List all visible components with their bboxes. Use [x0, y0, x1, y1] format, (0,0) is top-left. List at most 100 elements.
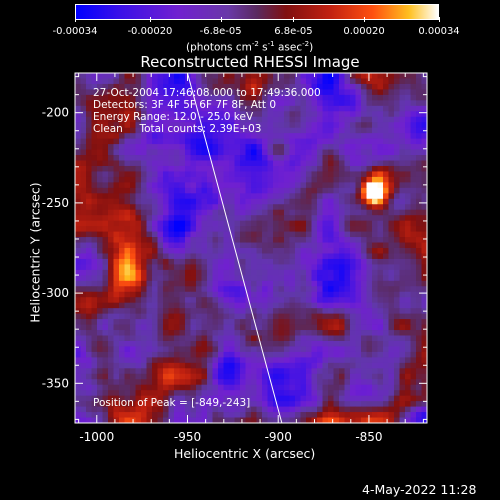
- heatmap-cell: [394, 198, 400, 205]
- heatmap-cell: [366, 297, 373, 304]
- heatmap-cell: [256, 390, 263, 397]
- heatmap-cell: [366, 395, 373, 402]
- heatmap-cell: [168, 111, 175, 118]
- heatmap-cell: [174, 269, 180, 276]
- heatmap-cell: [179, 204, 186, 211]
- heatmap-cell: [212, 302, 219, 309]
- heatmap-cell: [306, 171, 312, 178]
- heatmap-cell: [229, 308, 235, 315]
- heatmap-cell: [267, 160, 274, 167]
- heatmap-cell: [207, 182, 213, 189]
- heatmap-cell: [317, 395, 323, 402]
- heatmap-cell: [146, 417, 153, 424]
- heatmap-cell: [416, 204, 422, 211]
- heatmap-cell: [119, 368, 125, 375]
- heatmap-cell: [179, 346, 186, 353]
- heatmap-cell: [152, 379, 158, 386]
- heatmap-cell: [229, 346, 235, 353]
- heatmap-cell: [196, 269, 202, 276]
- heatmap-cell: [130, 83, 136, 90]
- heatmap-cell: [113, 351, 120, 358]
- heatmap-cell: [102, 319, 109, 325]
- heatmap-cell: [245, 73, 252, 79]
- heatmap-cell: [273, 89, 279, 96]
- heatmap-cell: [383, 133, 389, 140]
- heatmap-cell: [108, 269, 114, 276]
- heatmap-cell: [355, 302, 362, 309]
- heatmap-cell: [130, 155, 136, 161]
- heatmap-cell: [185, 395, 191, 402]
- heatmap-cell: [295, 253, 301, 260]
- heatmap-cell: [377, 248, 384, 254]
- heatmap-cell: [119, 319, 125, 325]
- heatmap-cell: [256, 340, 263, 347]
- heatmap-cell: [372, 280, 378, 287]
- heatmap-cell: [333, 122, 340, 129]
- heatmap-cell: [102, 417, 109, 424]
- heatmap-cell: [240, 127, 246, 134]
- heatmap-cell: [416, 242, 422, 249]
- heatmap-cell: [179, 319, 186, 325]
- heatmap-cell: [300, 357, 307, 364]
- heatmap-cell: [163, 160, 169, 167]
- heatmap-cell: [421, 297, 428, 304]
- heatmap-cell: [328, 83, 334, 90]
- heatmap-cell: [410, 127, 417, 134]
- heatmap-cell: [240, 193, 246, 200]
- heatmap-cell: [410, 384, 417, 391]
- heatmap-cell: [421, 346, 428, 353]
- heatmap-cell: [146, 379, 153, 386]
- heatmap-cell: [405, 275, 411, 282]
- heatmap-cell: [383, 204, 389, 211]
- heatmap-cell: [141, 176, 147, 183]
- heatmap-cell: [245, 209, 252, 216]
- heatmap-cell: [80, 357, 87, 364]
- heatmap-cell: [311, 133, 318, 140]
- heatmap-cell: [278, 171, 285, 178]
- heatmap-cell: [350, 160, 356, 167]
- heatmap-cell: [372, 275, 378, 282]
- heatmap-cell: [218, 187, 224, 194]
- heatmap-cell: [300, 395, 307, 402]
- heatmap-cell: [218, 198, 224, 205]
- heatmap-cell: [119, 215, 125, 222]
- heatmap-cell: [196, 187, 202, 194]
- heatmap-cell: [102, 83, 109, 90]
- heatmap-cell: [185, 297, 191, 304]
- heatmap-cell: [256, 122, 263, 129]
- heatmap-cell: [328, 182, 334, 189]
- heatmap-cell: [289, 280, 296, 287]
- heatmap-cell: [146, 204, 153, 211]
- heatmap-cell: [91, 122, 98, 129]
- heatmap-cell: [300, 182, 307, 189]
- heatmap-cell: [399, 335, 406, 342]
- heatmap-cell: [152, 127, 158, 134]
- heatmap-cell: [91, 242, 98, 249]
- heatmap-cell: [350, 379, 356, 386]
- heatmap-cell: [201, 373, 208, 380]
- heatmap-cell: [317, 165, 323, 172]
- heatmap-cell: [399, 248, 406, 254]
- heatmap-cell: [196, 237, 202, 243]
- heatmap-cell: [91, 368, 98, 375]
- heatmap-cell: [361, 133, 367, 140]
- heatmap-cell: [416, 351, 422, 358]
- heatmap-cell: [174, 308, 180, 315]
- heatmap-cell: [196, 116, 202, 123]
- heatmap-cell: [97, 187, 103, 194]
- heatmap-cell: [91, 280, 98, 287]
- heatmap-cell: [207, 100, 213, 107]
- heatmap-cell: [196, 105, 202, 112]
- heatmap-cell: [229, 313, 235, 320]
- heatmap-cell: [350, 330, 356, 336]
- heatmap-cell: [350, 204, 356, 211]
- heatmap-cell: [75, 231, 81, 238]
- heatmap-cell: [86, 384, 92, 391]
- heatmap-cell: [190, 171, 197, 178]
- heatmap-cell: [86, 73, 92, 79]
- heatmap-cell: [146, 340, 153, 347]
- heatmap-cell: [394, 406, 400, 413]
- heatmap-cell: [185, 111, 191, 118]
- heatmap-cell: [295, 340, 301, 347]
- heatmap-cell: [179, 116, 186, 123]
